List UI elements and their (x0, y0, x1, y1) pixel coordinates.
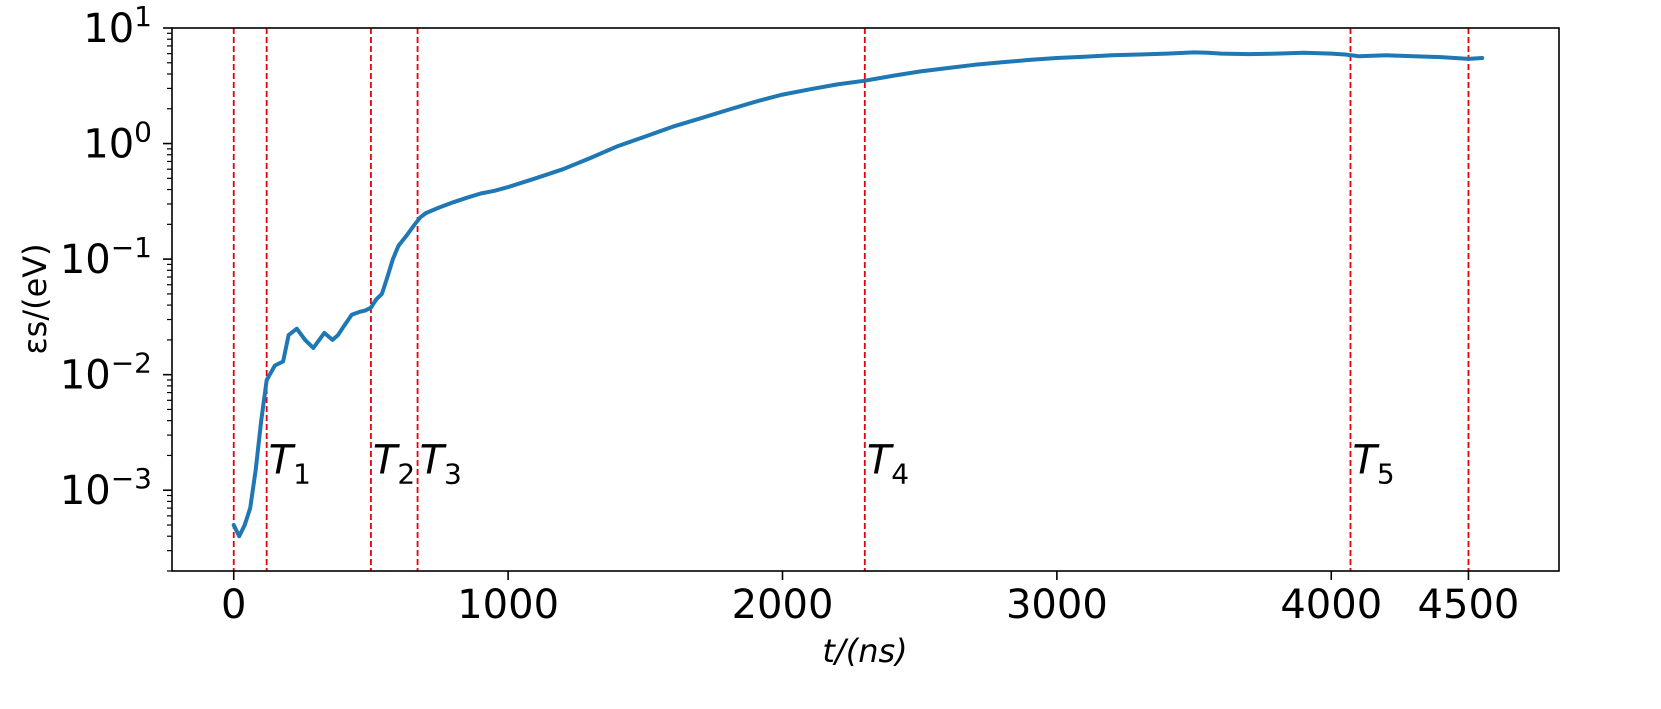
marker-label-subscript: 2 (397, 457, 415, 490)
marker-label: T5 (1352, 437, 1394, 490)
marker-label-letter: T (373, 437, 401, 483)
x-tick-label: 4000 (1280, 582, 1382, 628)
y-tick-exponent: 0 (134, 116, 152, 149)
marker-label: T3 (420, 437, 462, 490)
marker-label-subscript: 4 (891, 457, 909, 490)
y-tick-base: 10 (60, 468, 111, 514)
marker-lines: T1 T2 T3 T4 T5 (232, 28, 1470, 571)
x-tick-label: 4500 (1418, 582, 1520, 628)
y-axis-title: εs/(eV) (16, 243, 54, 354)
x-tick-label: 0 (221, 582, 246, 628)
y-tick-base: 10 (83, 6, 134, 52)
y-tick-label: 10−2 (60, 347, 152, 399)
marker-label-letter: T (867, 437, 895, 483)
y-tick-base: 10 (60, 237, 111, 283)
y-tick-label: 10−1 (60, 231, 152, 283)
marker-label-letter: T (269, 437, 297, 483)
y-tick-label: 100 (83, 116, 152, 168)
marker-label-letter: T (1352, 437, 1380, 483)
y-tick-exponent: −3 (111, 462, 152, 495)
y-tick-exponent: −2 (111, 347, 152, 380)
x-axis-title: t/(ns) (822, 632, 907, 670)
marker-label: T1 (269, 437, 311, 490)
y-tick-label: 101 (83, 0, 152, 52)
x-tick-label: 3000 (1006, 582, 1108, 628)
plot-frame (171, 27, 1560, 572)
marker-label-subscript: 3 (444, 457, 462, 490)
y-tick-base: 10 (60, 353, 111, 399)
y-tick-exponent: 1 (134, 0, 152, 33)
x-axis: 0 1000 2000 3000 4000 4500 (221, 571, 1519, 628)
series-layer (231, 50, 1485, 539)
marker-label-letter: T (420, 437, 448, 483)
marker-label-subscript: 1 (293, 457, 311, 490)
y-tick-label: 10−3 (60, 462, 152, 514)
marker-label: T4 (867, 437, 909, 490)
x-tick-label: 1000 (457, 582, 559, 628)
series-line (231, 50, 1485, 539)
marker-label: T2 (373, 437, 415, 490)
y-tick-exponent: −1 (111, 231, 152, 264)
marker-label-subscript: 5 (1377, 457, 1395, 490)
y-tick-base: 10 (83, 122, 134, 168)
x-tick-label: 2000 (732, 582, 834, 628)
